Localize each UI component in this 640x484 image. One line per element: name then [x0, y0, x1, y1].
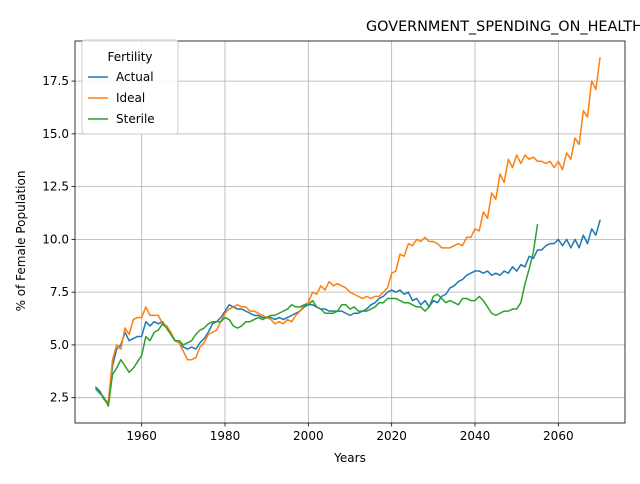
y-axis-label: % of Female Population [14, 171, 28, 312]
x-tick-label: 2000 [293, 429, 324, 443]
x-tick-label: 2060 [543, 429, 574, 443]
y-tick-label: 17.5 [42, 74, 69, 88]
plot-area [74, 40, 626, 424]
legend-label-ideal: Ideal [116, 91, 145, 105]
x-axis: 1960 1980 2000 2020 2040 2060 [126, 423, 574, 443]
y-tick-label: 12.5 [42, 180, 69, 194]
legend-box [81, 39, 179, 135]
grid-lines [75, 41, 625, 423]
x-tick-label: 2020 [376, 429, 407, 443]
chart-title: GOVERNMENT_SPENDING_ON_HEALTH_Female_Pop… [366, 19, 640, 35]
series-line-sterile [95, 223, 539, 407]
x-tick-label: 1980 [210, 429, 241, 443]
x-tick-label: 2040 [460, 429, 491, 443]
y-axis: 2.5 5.0 7.5 10.0 12.5 15.0 17.5 [42, 74, 75, 405]
legend-title: Fertility [107, 50, 152, 64]
y-tick-label: 2.5 [50, 391, 69, 405]
x-tick-label: 1960 [126, 429, 157, 443]
y-tick-label: 7.5 [50, 285, 69, 299]
legend-label-actual: Actual [116, 70, 154, 84]
legend: Fertility Actual Ideal Sterile [81, 39, 179, 135]
legend-label-sterile: Sterile [116, 112, 155, 126]
x-axis-label: Years [333, 451, 366, 465]
series-line-ideal [103, 57, 601, 403]
y-tick-label: 15.0 [42, 127, 69, 141]
series-lines [95, 57, 601, 407]
y-tick-label: 5.0 [50, 338, 69, 352]
y-tick-label: 10.0 [42, 232, 69, 246]
